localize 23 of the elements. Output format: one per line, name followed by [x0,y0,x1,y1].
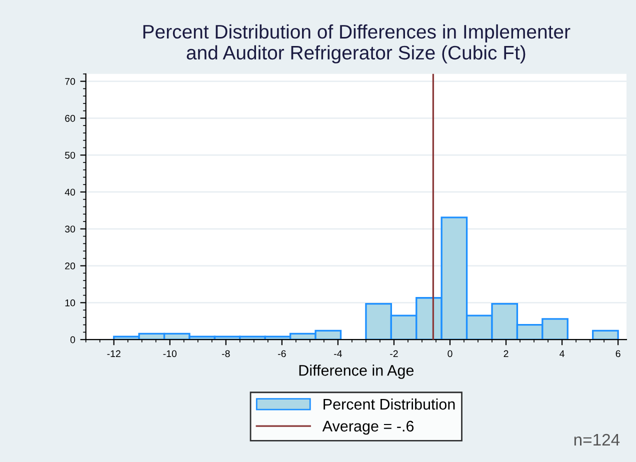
x-tick-label: -10 [163,350,177,358]
legend-label: Percent Distribution [324,398,455,410]
y-tick-label: 60 [65,114,76,122]
x-tick-label: -6 [278,350,286,358]
y-tick-label: 50 [65,152,76,159]
chart-title: Percent Distribution of Differences in Implementer and Auditor Refrigerator Size (Cubic Ft) [143,24,570,64]
y-tick-label: 0 [70,336,76,344]
x-tick-label: -12 [107,350,120,358]
text: n=124 [574,434,620,446]
x-tick-label: -8 [222,350,230,358]
x-axis-title: Difference in Age [299,364,414,379]
y-tick-label: 70 [65,78,76,85]
y-tick-label: 30 [65,226,76,232]
x-tick-label: 6 [616,350,620,358]
legend-label: Average = -.6 [322,420,414,435]
x-tick-label: 2 [504,350,508,358]
y-tick-label: 40 [64,188,76,196]
x-tick-label: 0 [448,350,452,358]
y-tick-label: 20 [65,262,76,270]
y-tick-label: 10 [65,299,76,306]
x-tick-label: -2 [390,350,398,358]
x-tick-label: -4 [334,350,342,358]
x-tick-label: 4 [560,350,564,358]
